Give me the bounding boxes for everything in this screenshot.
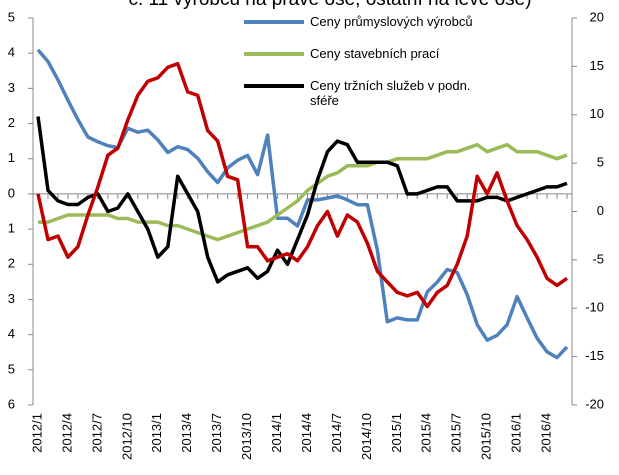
legend-item: Ceny stavebních prací <box>244 46 490 61</box>
series-line <box>36 48 569 360</box>
y2-tick-label: -20 <box>585 396 604 411</box>
y-tick-label: 1 <box>8 150 15 165</box>
x-tick-label: 2015/4 <box>419 413 434 453</box>
series-line <box>38 142 568 242</box>
y-tick-label: 3 <box>8 291 15 306</box>
x-tick-label: 2012/10 <box>119 413 134 460</box>
x-tick-label: 2013/7 <box>209 413 224 453</box>
x-tick-label: 2014/10 <box>359 413 374 460</box>
legend: Ceny průmyslových výrobců Ceny stavebních… <box>244 14 490 125</box>
x-tick-label: 2015/7 <box>449 413 464 453</box>
y-tick-label: 5 <box>8 361 15 376</box>
x-tick-label: 2014/1 <box>269 413 284 453</box>
legend-label: Ceny průmyslových výrobců <box>310 14 473 29</box>
legend-label: Ceny tržních služeb v podn. sféře <box>310 78 471 108</box>
y2-tick-label: -15 <box>585 348 604 363</box>
series-line <box>36 116 568 284</box>
legend-item: Ceny tržních služeb v podn. sféře <box>244 78 490 108</box>
x-tick-label: 2014/7 <box>329 413 344 453</box>
y2-tick-label: -10 <box>585 300 604 315</box>
x-tick-label: 2016/4 <box>538 413 553 453</box>
y-tick-label: 2 <box>8 115 15 130</box>
legend-swatch <box>244 20 304 24</box>
x-tick-label: 2012/4 <box>59 413 74 453</box>
chart-title: č. 11 výrobců na pravé ose, ostatní na l… <box>128 0 531 10</box>
y-tick-label: 3 <box>8 80 15 95</box>
x-tick-label: 2015/1 <box>389 413 404 453</box>
x-tick-label: 2012/1 <box>29 413 44 453</box>
y-tick-label: 1 <box>8 221 15 236</box>
y-tick-label: 6 <box>8 396 15 411</box>
x-tick-label: 2015/10 <box>479 413 494 460</box>
x-tick-label: 2014/4 <box>299 413 314 453</box>
legend-swatch <box>244 52 304 56</box>
y2-tick-label: -5 <box>592 251 604 266</box>
y2-tick-label: 0 <box>597 203 604 218</box>
x-tick-label: 2013/1 <box>149 413 164 453</box>
x-tick-label: 2012/7 <box>89 413 104 453</box>
y2-tick-label: 15 <box>590 58 604 73</box>
y-tick-label: 2 <box>8 256 15 271</box>
y2-tick-label: 5 <box>597 155 604 170</box>
y2-tick-label: 20 <box>590 9 604 24</box>
y-tick-label: 4 <box>8 45 15 60</box>
series-line <box>36 61 569 309</box>
y-tick-label: 4 <box>8 326 15 341</box>
x-tick-label: 2016/1 <box>509 413 524 453</box>
legend-swatch <box>244 84 304 88</box>
y2-tick-label: 10 <box>590 106 604 121</box>
legend-item: Ceny průmyslových výrobců <box>244 14 490 29</box>
x-tick-label: 2013/10 <box>239 413 254 460</box>
x-tick-label: 2013/4 <box>179 413 194 453</box>
y-tick-label: 0 <box>8 185 15 200</box>
y-tick-label: 5 <box>8 9 15 24</box>
legend-label: Ceny stavebních prací <box>310 46 440 61</box>
